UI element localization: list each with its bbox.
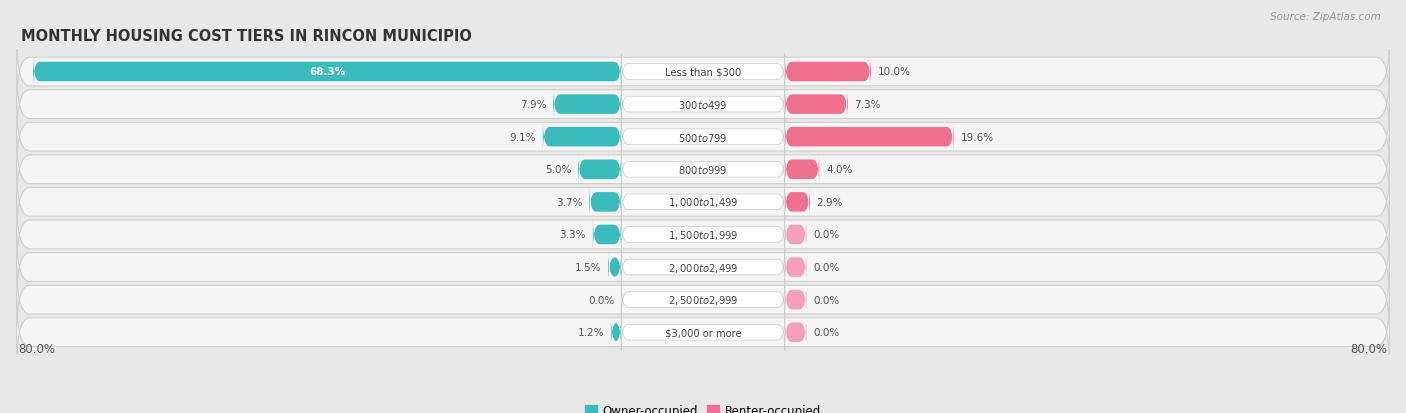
FancyBboxPatch shape	[609, 251, 621, 284]
FancyBboxPatch shape	[785, 218, 807, 251]
Text: $1,000 to $1,499: $1,000 to $1,499	[668, 196, 738, 209]
FancyBboxPatch shape	[17, 70, 1389, 139]
FancyBboxPatch shape	[17, 135, 1389, 204]
FancyBboxPatch shape	[785, 316, 807, 349]
Text: $300 to $499: $300 to $499	[678, 99, 728, 111]
Text: Source: ZipAtlas.com: Source: ZipAtlas.com	[1270, 12, 1381, 22]
Text: 19.6%: 19.6%	[960, 132, 994, 142]
Text: 0.0%: 0.0%	[813, 230, 839, 240]
Text: $2,000 to $2,499: $2,000 to $2,499	[668, 261, 738, 274]
FancyBboxPatch shape	[543, 121, 621, 154]
Text: $1,500 to $1,999: $1,500 to $1,999	[668, 228, 738, 241]
Text: 0.0%: 0.0%	[813, 262, 839, 273]
FancyBboxPatch shape	[593, 218, 621, 251]
Text: $2,500 to $2,999: $2,500 to $2,999	[668, 293, 738, 306]
FancyBboxPatch shape	[553, 88, 621, 121]
FancyBboxPatch shape	[621, 314, 785, 351]
Text: MONTHLY HOUSING COST TIERS IN RINCON MUNICIPIO: MONTHLY HOUSING COST TIERS IN RINCON MUN…	[21, 29, 472, 44]
FancyBboxPatch shape	[32, 56, 621, 88]
FancyBboxPatch shape	[621, 282, 785, 318]
Text: 2.9%: 2.9%	[817, 197, 844, 207]
FancyBboxPatch shape	[785, 88, 848, 121]
Text: 9.1%: 9.1%	[509, 132, 536, 142]
FancyBboxPatch shape	[785, 121, 953, 154]
FancyBboxPatch shape	[621, 184, 785, 221]
Text: 68.3%: 68.3%	[309, 67, 346, 77]
Text: 0.0%: 0.0%	[813, 328, 839, 337]
FancyBboxPatch shape	[785, 251, 807, 284]
FancyBboxPatch shape	[17, 298, 1389, 367]
FancyBboxPatch shape	[621, 87, 785, 123]
Text: 80.0%: 80.0%	[1351, 342, 1388, 355]
FancyBboxPatch shape	[578, 154, 621, 186]
FancyBboxPatch shape	[17, 266, 1389, 335]
Text: 10.0%: 10.0%	[877, 67, 911, 77]
Text: 4.0%: 4.0%	[827, 165, 852, 175]
Text: 1.2%: 1.2%	[578, 328, 605, 337]
FancyBboxPatch shape	[610, 316, 621, 349]
FancyBboxPatch shape	[621, 152, 785, 188]
FancyBboxPatch shape	[17, 103, 1389, 172]
Text: $500 to $799: $500 to $799	[678, 131, 728, 143]
Text: 7.9%: 7.9%	[520, 100, 547, 110]
Text: $3,000 or more: $3,000 or more	[665, 328, 741, 337]
Text: 5.0%: 5.0%	[546, 165, 571, 175]
Text: 0.0%: 0.0%	[588, 295, 614, 305]
Text: 7.3%: 7.3%	[855, 100, 882, 110]
FancyBboxPatch shape	[785, 284, 807, 316]
FancyBboxPatch shape	[17, 38, 1389, 107]
Text: 3.3%: 3.3%	[560, 230, 586, 240]
FancyBboxPatch shape	[621, 249, 785, 286]
Text: 80.0%: 80.0%	[18, 342, 55, 355]
Text: 1.5%: 1.5%	[575, 262, 602, 273]
FancyBboxPatch shape	[621, 217, 785, 253]
FancyBboxPatch shape	[785, 154, 820, 186]
FancyBboxPatch shape	[785, 56, 870, 88]
FancyBboxPatch shape	[621, 119, 785, 156]
FancyBboxPatch shape	[17, 200, 1389, 269]
Text: 3.7%: 3.7%	[555, 197, 582, 207]
Text: $800 to $999: $800 to $999	[678, 164, 728, 176]
FancyBboxPatch shape	[785, 186, 810, 218]
FancyBboxPatch shape	[17, 168, 1389, 237]
FancyBboxPatch shape	[589, 186, 621, 218]
Text: Less than $300: Less than $300	[665, 67, 741, 77]
FancyBboxPatch shape	[621, 54, 785, 90]
Text: 0.0%: 0.0%	[813, 295, 839, 305]
FancyBboxPatch shape	[17, 233, 1389, 302]
Legend: Owner-occupied, Renter-occupied: Owner-occupied, Renter-occupied	[585, 404, 821, 413]
